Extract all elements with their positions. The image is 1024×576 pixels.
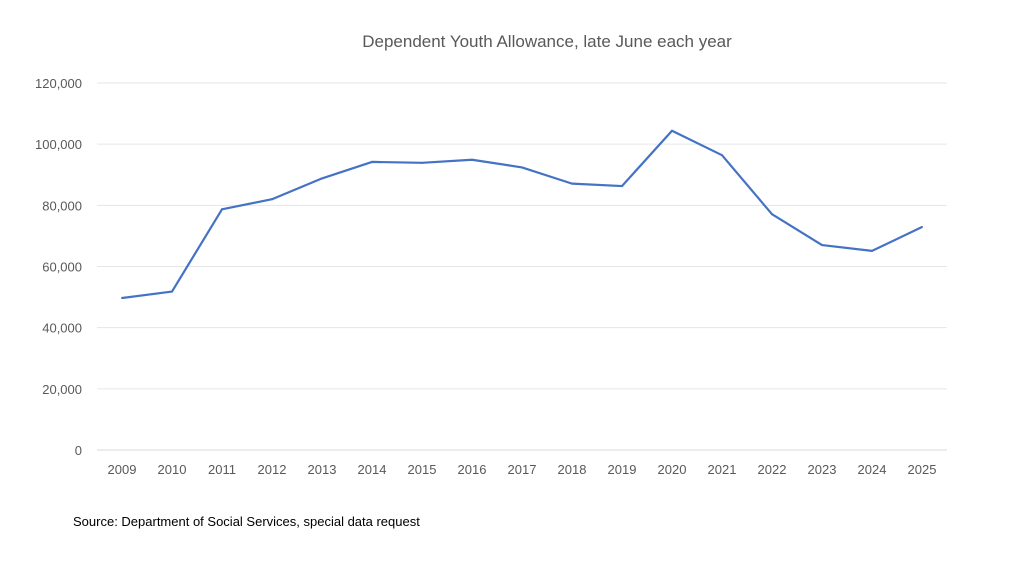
x-tick-label: 2017 bbox=[508, 462, 537, 477]
chart-title: Dependent Youth Allowance, late June eac… bbox=[362, 32, 732, 51]
data-point-2019 bbox=[621, 185, 623, 188]
data-point-2015 bbox=[421, 161, 423, 164]
y-tick-label: 80,000 bbox=[42, 198, 82, 213]
y-tick-label: 40,000 bbox=[42, 321, 82, 336]
x-tick-label: 2020 bbox=[658, 462, 687, 477]
data-point-2013 bbox=[321, 177, 323, 180]
data-point-2020 bbox=[671, 129, 673, 132]
y-tick-label: 100,000 bbox=[35, 137, 82, 152]
data-point-2017 bbox=[521, 166, 523, 169]
x-tick-label: 2019 bbox=[608, 462, 637, 477]
x-tick-label: 2022 bbox=[758, 462, 787, 477]
x-tick-label: 2015 bbox=[408, 462, 437, 477]
data-point-2014 bbox=[371, 160, 373, 163]
y-tick-label: 0 bbox=[75, 443, 82, 458]
x-tick-label: 2011 bbox=[208, 462, 236, 477]
source-note: Source: Department of Social Services, s… bbox=[73, 514, 420, 529]
y-tick-label: 120,000 bbox=[35, 76, 82, 91]
series-line bbox=[121, 129, 923, 300]
data-point-2018 bbox=[571, 182, 573, 185]
x-tick-label: 2023 bbox=[808, 462, 837, 477]
data-point-2024 bbox=[871, 249, 873, 252]
data-point-2025 bbox=[921, 226, 923, 229]
x-tick-label: 2021 bbox=[708, 462, 737, 477]
x-tick-label: 2014 bbox=[358, 462, 387, 477]
data-point-2021 bbox=[721, 154, 723, 157]
x-tick-label: 2018 bbox=[558, 462, 587, 477]
x-tick-label: 2024 bbox=[858, 462, 887, 477]
data-point-2012 bbox=[271, 198, 273, 201]
y-tick-label: 60,000 bbox=[42, 260, 82, 275]
data-point-2009 bbox=[121, 297, 123, 300]
x-tick-label: 2010 bbox=[158, 462, 187, 477]
x-tick-label: 2013 bbox=[308, 462, 337, 477]
x-tick-label: 2016 bbox=[458, 462, 487, 477]
x-tick-label: 2012 bbox=[258, 462, 287, 477]
data-point-2022 bbox=[771, 213, 773, 216]
data-point-2011 bbox=[221, 208, 223, 211]
x-tick-label: 2025 bbox=[908, 462, 937, 477]
x-tick-label: 2009 bbox=[108, 462, 137, 477]
data-point-2023 bbox=[821, 244, 823, 247]
y-tick-label: 20,000 bbox=[42, 382, 82, 397]
data-point-2016 bbox=[471, 158, 473, 161]
data-point-2010 bbox=[171, 290, 173, 293]
